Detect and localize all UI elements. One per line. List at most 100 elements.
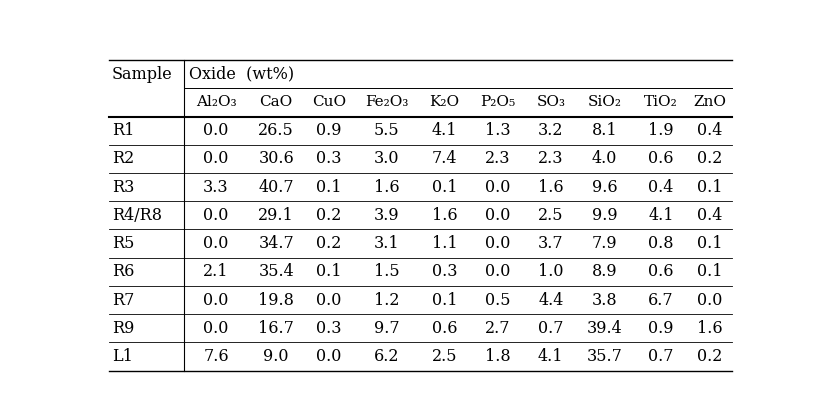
Text: 1.5: 1.5 [373,263,399,280]
Text: 5.5: 5.5 [373,122,399,139]
Text: 0.1: 0.1 [316,178,342,196]
Text: Al₂O₃: Al₂O₃ [196,95,236,110]
Text: 1.3: 1.3 [485,122,510,139]
Text: 0.8: 0.8 [647,235,673,252]
Text: 0.2: 0.2 [316,235,342,252]
Text: 9.9: 9.9 [591,207,617,224]
Text: 4.1: 4.1 [647,207,673,224]
Text: 0.3: 0.3 [316,320,342,337]
Text: 0.0: 0.0 [316,348,342,365]
Text: 0.4: 0.4 [696,122,722,139]
Text: 0.2: 0.2 [696,150,722,168]
Text: 3.3: 3.3 [203,178,229,196]
Text: 0.6: 0.6 [647,150,673,168]
Text: 4.1: 4.1 [432,122,457,139]
Text: 0.1: 0.1 [432,178,457,196]
Text: SO₃: SO₃ [536,95,564,110]
Text: 0.9: 0.9 [316,122,342,139]
Text: 0.0: 0.0 [696,291,722,309]
Text: 9.6: 9.6 [591,178,617,196]
Text: R5: R5 [112,235,134,252]
Text: CuO: CuO [311,95,346,110]
Text: 3.9: 3.9 [373,207,399,224]
Text: 30.6: 30.6 [258,150,294,168]
Text: R7: R7 [112,291,134,309]
Text: 39.4: 39.4 [586,320,622,337]
Text: 1.2: 1.2 [373,291,399,309]
Text: 0.0: 0.0 [203,291,229,309]
Text: R6: R6 [112,263,134,280]
Text: 9.7: 9.7 [373,320,399,337]
Text: 3.7: 3.7 [537,235,563,252]
Text: 3.1: 3.1 [373,235,399,252]
Text: 0.6: 0.6 [432,320,457,337]
Text: 40.7: 40.7 [258,178,294,196]
Text: Fe₂O₃: Fe₂O₃ [364,95,408,110]
Text: 0.0: 0.0 [485,235,510,252]
Text: L1: L1 [112,348,133,365]
Text: 1.6: 1.6 [373,178,399,196]
Text: 8.9: 8.9 [591,263,617,280]
Text: 16.7: 16.7 [258,320,294,337]
Text: 7.4: 7.4 [432,150,457,168]
Text: 0.2: 0.2 [696,348,722,365]
Text: P₂O₅: P₂O₅ [480,95,515,110]
Text: 3.2: 3.2 [537,122,563,139]
Text: R1: R1 [112,122,134,139]
Text: 8.1: 8.1 [591,122,617,139]
Text: 0.0: 0.0 [485,178,510,196]
Text: 0.1: 0.1 [696,178,722,196]
Text: 2.1: 2.1 [203,263,229,280]
Text: 1.8: 1.8 [485,348,510,365]
Text: 0.0: 0.0 [203,122,229,139]
Text: 3.8: 3.8 [591,291,617,309]
Text: 1.6: 1.6 [696,320,722,337]
Text: 0.0: 0.0 [485,263,510,280]
Text: 0.4: 0.4 [648,178,672,196]
Text: 0.3: 0.3 [316,150,342,168]
Text: 29.1: 29.1 [258,207,294,224]
Text: 35.7: 35.7 [586,348,622,365]
Text: ZnO: ZnO [693,95,726,110]
Text: 0.7: 0.7 [647,348,673,365]
Text: 0.1: 0.1 [432,291,457,309]
Text: 7.9: 7.9 [591,235,617,252]
Text: 26.5: 26.5 [258,122,294,139]
Text: 7.6: 7.6 [203,348,229,365]
Text: 0.0: 0.0 [203,320,229,337]
Text: 4.0: 4.0 [591,150,617,168]
Text: 0.0: 0.0 [485,207,510,224]
Text: 0.0: 0.0 [203,207,229,224]
Text: 0.4: 0.4 [696,207,722,224]
Text: K₂O: K₂O [429,95,459,110]
Text: R3: R3 [112,178,134,196]
Text: TiO₂: TiO₂ [643,95,677,110]
Text: Sample: Sample [112,66,173,83]
Text: CaO: CaO [260,95,292,110]
Text: 2.5: 2.5 [537,207,563,224]
Text: 35.4: 35.4 [258,263,294,280]
Text: 6.2: 6.2 [373,348,399,365]
Text: 0.5: 0.5 [485,291,510,309]
Text: 0.3: 0.3 [432,263,457,280]
Text: R4/R8: R4/R8 [112,207,162,224]
Text: 0.9: 0.9 [647,320,673,337]
Text: 1.1: 1.1 [432,235,457,252]
Text: 6.7: 6.7 [647,291,673,309]
Text: 0.6: 0.6 [647,263,673,280]
Text: 4.1: 4.1 [537,348,563,365]
Text: 1.6: 1.6 [432,207,457,224]
Text: SiO₂: SiO₂ [586,95,621,110]
Text: 0.1: 0.1 [696,263,722,280]
Text: 3.0: 3.0 [373,150,399,168]
Text: 2.7: 2.7 [485,320,510,337]
Text: 0.0: 0.0 [316,291,342,309]
Text: 0.0: 0.0 [203,150,229,168]
Text: 0.7: 0.7 [537,320,563,337]
Text: 19.8: 19.8 [258,291,294,309]
Text: R9: R9 [112,320,134,337]
Text: 2.3: 2.3 [485,150,510,168]
Text: 1.6: 1.6 [537,178,563,196]
Text: 0.0: 0.0 [203,235,229,252]
Text: R2: R2 [112,150,134,168]
